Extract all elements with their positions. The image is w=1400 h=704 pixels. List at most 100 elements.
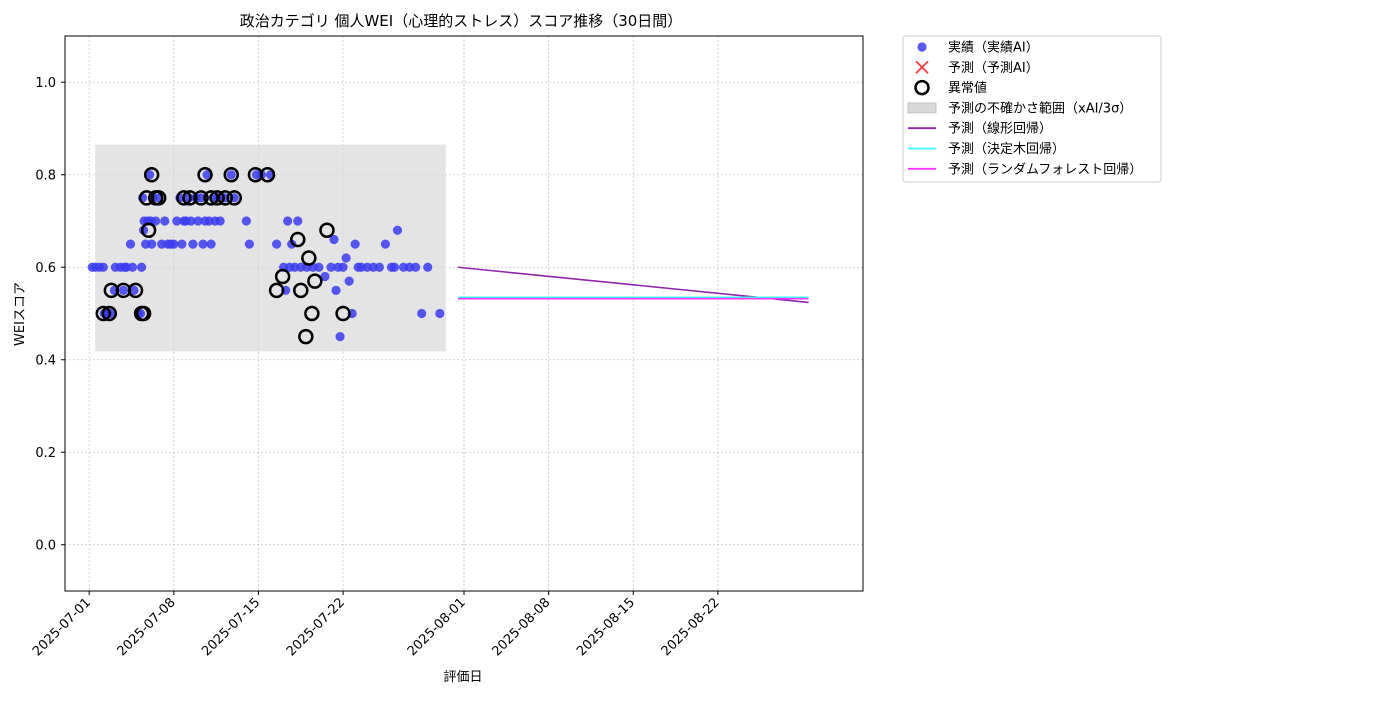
anomaly-marker [101,305,118,322]
anomaly-marker [290,231,306,248]
anomaly-marker [150,190,167,206]
actual-point [202,170,212,180]
anomaly-marker [259,167,276,183]
y-tick-label: 0.0 [35,538,56,553]
actual-point [271,239,282,249]
x-tick-label: 2025-08-08 [489,595,553,659]
actual-point [293,216,303,226]
actual-point [380,239,391,249]
anomaly-marker [143,167,160,183]
legend-dot-handle [917,42,927,52]
legend-label: 予測（線形回帰） [948,121,1052,137]
legend-band-handle [907,102,937,114]
anomaly-marker [307,273,323,289]
legend-x-handle [915,60,929,74]
actual-point [118,285,129,295]
actual-point [226,170,236,180]
anomaly-marker [298,328,314,345]
anomaly-marker [135,305,152,322]
x-tick-label: 2025-07-08 [115,595,179,659]
y-tick-label: 1.0 [35,76,56,91]
actual-point [344,276,354,286]
anomaly-marker [176,190,192,206]
legend-label: 予測（ランダムフォレスト回帰） [948,161,1142,177]
y-axis: 0.0 0.2 0.4 0.6 0.8 1.0 [35,76,65,553]
actual-point [193,216,203,226]
x-tick-label: 2025-08-22 [659,595,723,659]
actual-point [129,285,139,295]
actual-point [206,239,216,249]
anomaly-marker [95,305,112,322]
legend-label: 予測（決定木回帰） [948,141,1065,157]
actual-point [283,216,293,226]
anomaly-marker [197,167,213,183]
actual-point [98,262,108,272]
actual-point [331,285,341,295]
actual-point [435,308,445,319]
actual-point [160,216,170,226]
legend-label: 予測の不確かさ範囲（xAI/3σ） [948,100,1132,116]
actual-point [350,239,360,249]
anomaly-series [95,167,351,345]
anomaly-marker [223,167,239,183]
actual-point [172,216,182,226]
y-tick-label: 0.4 [35,353,56,368]
actual-point [147,239,157,249]
actual-point [314,262,324,272]
anomaly-marker [293,282,309,299]
actual-point [338,262,348,272]
legend-label: 実績（実績AI） [948,40,1039,56]
actual-point [423,262,433,272]
actual-point [417,308,427,319]
anomaly-marker [193,190,209,206]
legend-label: 異常値 [948,80,987,96]
anomaly-marker [209,190,225,206]
x-tick-label: 2025-07-15 [199,595,263,659]
anomaly-marker [304,305,320,322]
x-tick-label: 2025-08-15 [574,595,638,659]
actual-point [196,193,206,203]
anomaly-marker [335,305,351,322]
actual-point [127,262,138,272]
legend-ring-handle [914,79,930,96]
legend-box [902,35,1162,183]
actual-point [177,239,187,249]
anomaly-marker [268,282,285,299]
actual-point [329,234,339,245]
actual-point [341,253,351,263]
anomaly-marker [140,222,157,238]
chart-title: 政治カテゴリ 個人WEI（心理的ストレス）スコア推移（30日間） [240,12,683,30]
actual-point [151,216,161,226]
actual-point [326,262,336,272]
x-tick-label: 2025-07-22 [284,595,348,659]
actual-point [136,262,147,272]
actual-point [125,239,136,249]
actual-point [389,262,400,272]
actual-point [411,262,421,272]
anomaly-marker [274,268,291,285]
anomaly-marker [301,250,317,266]
x-tick-label: 2025-07-01 [30,595,94,659]
actual-point [215,216,225,226]
y-axis-label: WEIスコア [13,282,28,346]
actual-point [392,225,403,235]
legend-label: 予測（予測AI） [948,61,1039,76]
anomaly-marker [226,190,243,206]
x-tick-label: 2025-08-01 [405,595,469,659]
actual-point [244,239,254,249]
actual-point [198,239,208,249]
y-tick-label: 0.2 [35,446,56,461]
actual-point [169,239,179,249]
actual-point [241,216,251,226]
x-axis: 2025-07-01 2025-07-08 2025-07-15 2025-07-22… [30,591,723,659]
x-axis-label: 評価日 [443,670,482,685]
y-tick-label: 0.8 [35,168,56,183]
forecast-lines [457,266,809,304]
actual-point [335,332,345,342]
anomaly-marker [127,282,144,299]
anomaly-marker [319,222,335,238]
anomaly-marker [217,190,233,206]
